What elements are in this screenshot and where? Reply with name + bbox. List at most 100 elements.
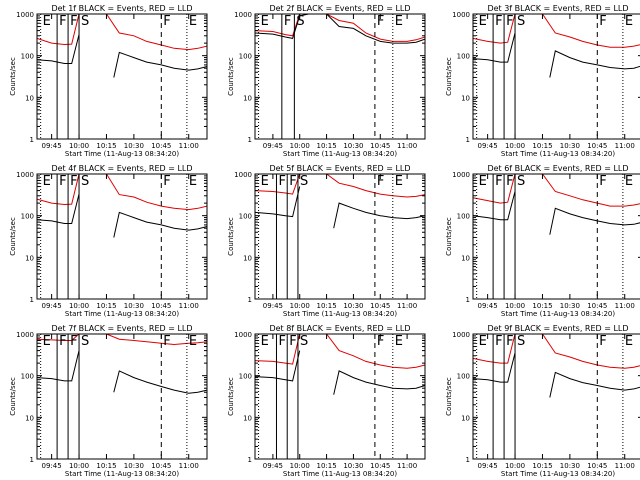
plot-frame bbox=[254, 333, 426, 460]
flag-label-f: F bbox=[377, 334, 384, 349]
x-axis-label: Start Time (11-Aug-13 08:34:20) bbox=[501, 310, 615, 318]
x-tick-label: 11:00 bbox=[615, 302, 635, 310]
flag-label-f: F bbox=[163, 174, 170, 189]
x-tick-label: 11:00 bbox=[179, 142, 199, 150]
x-tick-label: 10:45 bbox=[587, 142, 607, 150]
y-tick-label: 1000 bbox=[16, 11, 34, 19]
x-tick-label: 10:00 bbox=[290, 462, 310, 470]
y-tick-label: 10 bbox=[25, 414, 34, 422]
flag-label-e: E bbox=[479, 334, 487, 349]
flag-label-f: F bbox=[278, 174, 285, 189]
flag-label-f: F bbox=[495, 14, 502, 29]
y-tick-label: 10 bbox=[243, 94, 252, 102]
flag-label-f: F bbox=[506, 174, 513, 189]
x-tick-label: 10:45 bbox=[370, 462, 390, 470]
x-tick-label: 09:45 bbox=[263, 142, 283, 150]
y-tick-label: 10 bbox=[461, 94, 470, 102]
flag-label-f: F bbox=[289, 174, 296, 189]
x-tick-label: 09:45 bbox=[478, 302, 498, 310]
y-tick-label: 1000 bbox=[234, 11, 252, 19]
flag-label-e: E bbox=[625, 174, 633, 189]
flag-label-f: F bbox=[599, 334, 606, 349]
y-tick-label: 10 bbox=[461, 414, 470, 422]
flag-label-e: E bbox=[625, 14, 633, 29]
y-tick-label: 100 bbox=[239, 373, 252, 381]
flag-label-f: F bbox=[506, 14, 513, 29]
flag-label-f: F bbox=[59, 14, 66, 29]
flag-label-e: E bbox=[395, 174, 403, 189]
flag-label-e: E bbox=[395, 334, 403, 349]
x-tick-label: 10:00 bbox=[505, 142, 525, 150]
x-tick-label: 10:15 bbox=[532, 462, 552, 470]
x-tick-label: 09:45 bbox=[263, 462, 283, 470]
series-line-events bbox=[36, 34, 208, 78]
flag-label-s: S bbox=[300, 174, 308, 189]
x-tick-label: 11:00 bbox=[397, 462, 417, 470]
flag-label-f: F bbox=[163, 334, 170, 349]
y-tick-label: 1 bbox=[248, 456, 252, 464]
y-axis-label: Counts/sec bbox=[445, 377, 453, 416]
x-tick-label: 10:15 bbox=[96, 462, 116, 470]
panel-title: Det 3f BLACK = Events, RED = LLD bbox=[487, 4, 628, 13]
y-tick-label: 10 bbox=[243, 254, 252, 262]
x-tick-label: 10:00 bbox=[69, 462, 89, 470]
flag-label-f: F bbox=[506, 334, 513, 349]
panel-title: Det 5f BLACK = Events, RED = LLD bbox=[269, 164, 410, 173]
x-tick-label: 10:15 bbox=[96, 142, 116, 150]
series-line-events bbox=[472, 352, 640, 398]
x-tick-label: 10:15 bbox=[96, 302, 116, 310]
flag-label-f: F bbox=[377, 14, 384, 29]
series-line-events bbox=[254, 13, 426, 44]
x-tick-label: 09:45 bbox=[42, 462, 62, 470]
x-tick-label: 10:00 bbox=[505, 302, 525, 310]
x-tick-label: 10:30 bbox=[124, 302, 144, 310]
x-tick-label: 09:45 bbox=[478, 142, 498, 150]
y-tick-label: 100 bbox=[21, 53, 34, 61]
y-tick-label: 1000 bbox=[16, 171, 34, 179]
x-tick-label: 10:00 bbox=[290, 142, 310, 150]
series-line-lld bbox=[472, 13, 640, 48]
x-tick-label: 11:00 bbox=[179, 462, 199, 470]
panel-title: Det 1f BLACK = Events, RED = LLD bbox=[51, 4, 192, 13]
y-tick-label: 1000 bbox=[16, 331, 34, 339]
flag-label-s: S bbox=[296, 14, 304, 29]
y-tick-label: 100 bbox=[21, 213, 34, 221]
y-tick-label: 10 bbox=[461, 254, 470, 262]
flag-label-s: S bbox=[81, 334, 89, 349]
x-tick-label: 09:45 bbox=[42, 142, 62, 150]
y-tick-label: 1000 bbox=[452, 171, 470, 179]
y-axis-label: Counts/sec bbox=[227, 217, 235, 256]
series-line-lld bbox=[254, 333, 426, 369]
x-tick-label: 10:00 bbox=[505, 462, 525, 470]
series-line-lld bbox=[472, 333, 640, 369]
x-tick-label: 10:00 bbox=[69, 302, 89, 310]
flag-label-e: E bbox=[479, 14, 487, 29]
y-axis-label: Counts/sec bbox=[227, 57, 235, 96]
flag-label-f: F bbox=[495, 334, 502, 349]
series-line-lld bbox=[36, 173, 208, 211]
flag-label-f: F bbox=[284, 14, 291, 29]
flag-label-e: E bbox=[43, 334, 51, 349]
flag-label-f: F bbox=[599, 174, 606, 189]
plot-frame bbox=[36, 173, 208, 300]
plot-frame bbox=[472, 173, 640, 300]
y-tick-label: 1 bbox=[248, 136, 252, 144]
y-tick-label: 1000 bbox=[234, 331, 252, 339]
y-tick-label: 100 bbox=[239, 53, 252, 61]
series-line-events bbox=[472, 191, 640, 235]
x-tick-label: 10:15 bbox=[316, 302, 336, 310]
x-tick-label: 10:30 bbox=[343, 142, 363, 150]
series-line-events bbox=[254, 186, 426, 229]
flag-label-e: E bbox=[43, 14, 51, 29]
y-tick-label: 100 bbox=[457, 373, 470, 381]
y-tick-label: 10 bbox=[243, 414, 252, 422]
y-tick-label: 1000 bbox=[452, 11, 470, 19]
x-tick-label: 11:00 bbox=[397, 142, 417, 150]
flag-label-f: F bbox=[377, 174, 384, 189]
